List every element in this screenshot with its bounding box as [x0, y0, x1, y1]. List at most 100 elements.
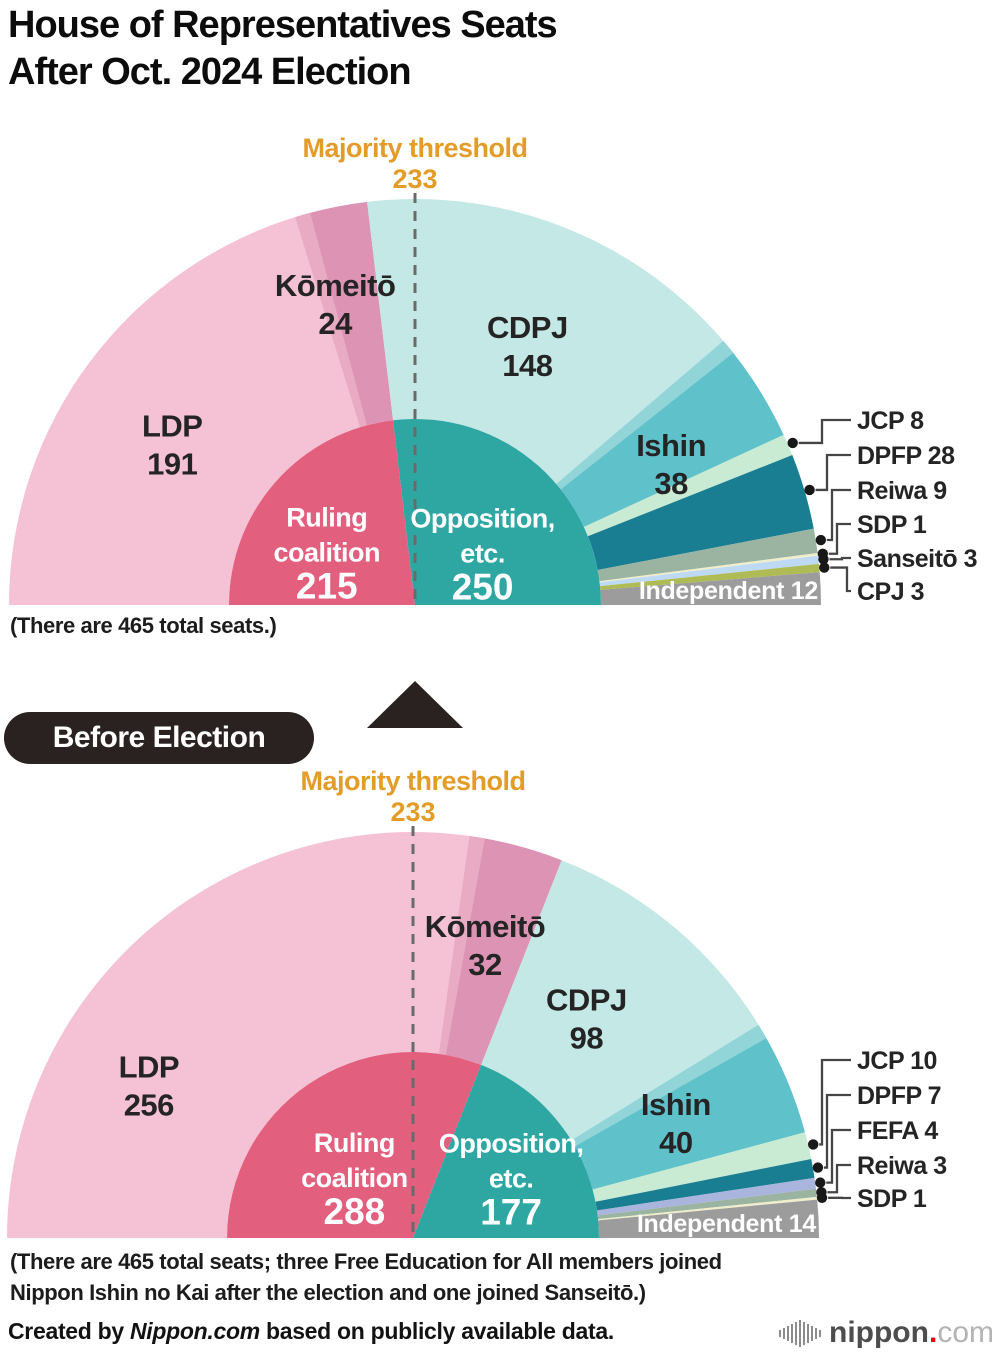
inner-value-before-election-ruling-coalition: 288	[324, 1191, 386, 1232]
inner-wedge-before-election-ruling-coalition	[227, 1051, 482, 1238]
leader-dot-after-election-reiwa	[815, 534, 827, 546]
label-before-election-dpfp: DPFP 7	[857, 1082, 941, 1110]
label-after-election-cdpj: CDPJ	[487, 310, 568, 345]
leader-dot-before-election-dpfp	[812, 1162, 824, 1173]
leader-dot-before-election-jcp	[808, 1139, 819, 1150]
leader-line-after-election-sanseit	[829, 556, 851, 561]
leader-line-after-election-cpj	[830, 566, 851, 593]
wedge-after-election-dpfp	[587, 455, 814, 571]
majority-threshold-label-before-election: Majority threshold	[300, 766, 525, 796]
label-before-election-sdp: SDP 1	[857, 1185, 927, 1213]
value-before-election-ishin: 40	[659, 1125, 692, 1160]
label-after-election-k-meit: Kōmeitō	[275, 268, 396, 303]
wedge-after-election-sanseit	[599, 555, 819, 587]
leader-dot-after-election-dpfp	[804, 484, 815, 496]
label-before-election-cdpj: CDPJ	[546, 982, 627, 1017]
title-line-1: House of Representatives Seats	[8, 4, 558, 46]
leader-dot-before-election-fefa	[815, 1177, 826, 1188]
majority-threshold-value-before-election: 233	[390, 797, 435, 827]
wedge-blend-after-election-cdpj-ishin	[556, 340, 734, 490]
inner-wedge-after-election-ruling-coalition	[229, 420, 415, 605]
value-before-election-k-meit: 32	[468, 947, 501, 982]
majority-threshold-value-after-election: 233	[392, 164, 437, 194]
label-before-election-ldp: LDP	[119, 1049, 180, 1084]
page-title: House of Representatives Seats After Oct…	[8, 2, 558, 96]
value-before-election-ldp: 256	[124, 1087, 174, 1122]
inner-label-after-election-opposition-etc: Opposition,	[410, 503, 554, 533]
wedge-before-election-dpfp	[595, 1158, 815, 1211]
wedge-after-election-cpj	[600, 563, 820, 590]
leader-line-before-election-jcp	[819, 1058, 851, 1146]
before-election-pill: Before Election	[4, 712, 314, 764]
label-before-election-jcp: JCP 10	[857, 1047, 937, 1075]
label-after-election-jcp: JCP 8	[857, 407, 924, 435]
wedge-after-election-k-meit	[302, 201, 394, 427]
leader-line-after-election-sdp	[828, 522, 851, 555]
wedge-after-election-sdp	[599, 553, 819, 583]
wedge-after-election-reiwa	[597, 528, 818, 582]
leader-line-before-election-fefa	[826, 1128, 851, 1184]
wedge-after-election-independent	[600, 572, 821, 605]
credit-line: Created by Nippon.com based on publicly …	[8, 1318, 614, 1344]
soundwave-bars-icon	[779, 1316, 821, 1350]
majority-threshold-label-after-election: Majority threshold	[302, 133, 527, 163]
label-after-election-sanseit: Sanseitō 3	[857, 545, 977, 573]
value-after-election-ldp: 191	[147, 446, 197, 481]
value-after-election-ishin: 38	[654, 466, 688, 501]
leader-line-after-election-dpfp	[815, 453, 851, 492]
label-before-election-independent: Independent 14	[637, 1210, 817, 1238]
inner-value-before-election-opposition-etc: 177	[480, 1192, 542, 1233]
wedge-after-election-jcp	[583, 434, 793, 537]
leader-dot-after-election-cpj	[819, 562, 830, 573]
wedge-before-election-sdp	[598, 1196, 818, 1221]
wedge-blend-after-election-ldp-k-meit	[295, 212, 367, 428]
label-after-election-reiwa: Reiwa 9	[857, 477, 947, 505]
wedge-before-election-reiwa	[597, 1188, 817, 1220]
label-before-election-ishin: Ishin	[641, 1087, 711, 1122]
wedge-before-election-independent	[598, 1199, 819, 1238]
label-after-election-ishin: Ishin	[636, 428, 706, 463]
leader-line-after-election-reiwa	[826, 488, 851, 542]
leader-dot-before-election-sdp	[816, 1192, 828, 1204]
label-before-election-k-meit: Kōmeitō	[425, 909, 546, 944]
wedge-before-election-ishin	[573, 1031, 805, 1190]
wedge-blend-before-election-ldp-k-meit	[438, 835, 485, 1055]
value-after-election-cdpj: 148	[502, 348, 552, 383]
nippon-logo: nippon.com	[779, 1316, 994, 1350]
credit-brand: Nippon.com	[129, 1318, 260, 1344]
inner-label-after-election-ruling-coalition: Ruling	[286, 503, 367, 533]
inner-label-before-election-opposition-etc: etc.	[489, 1164, 534, 1194]
inner-value-after-election-opposition-etc: 250	[452, 566, 514, 607]
value-before-election-cdpj: 98	[570, 1020, 604, 1055]
label-after-election-independent: Independent 12	[639, 577, 818, 605]
wedge-after-election-ldp	[9, 214, 364, 605]
label-before-election-fefa: FEFA 4	[857, 1117, 938, 1145]
label-before-election-reiwa: Reiwa 3	[857, 1152, 947, 1180]
inner-label-after-election-opposition-etc: etc.	[460, 538, 505, 568]
leader-line-before-election-dpfp	[823, 1093, 851, 1169]
wedge-before-election-ldp	[7, 832, 478, 1238]
leader-line-after-election-jcp	[798, 418, 851, 445]
up-triangle-icon	[367, 681, 463, 728]
label-after-election-dpfp: DPFP 28	[857, 442, 955, 470]
wedge-before-election-jcp	[592, 1132, 812, 1202]
wedge-blend-before-election-cdpj-ishin	[571, 1024, 767, 1147]
nippon-logo-text: nippon.com	[829, 1316, 994, 1349]
label-after-election-ldp: LDP	[142, 408, 203, 443]
footnote-before-election: (There are 465 total seats; three Free E…	[10, 1249, 722, 1305]
inner-label-before-election-opposition-etc: Opposition,	[439, 1129, 583, 1159]
leader-dot-after-election-jcp	[787, 437, 798, 449]
label-after-election-sdp: SDP 1	[857, 511, 927, 539]
inner-label-before-election-ruling-coalition: Ruling	[314, 1128, 395, 1158]
value-after-election-k-meit: 24	[318, 306, 353, 341]
inner-wedge-after-election-opposition-etc	[393, 419, 601, 605]
inner-label-before-election-ruling-coalition: coalition	[301, 1163, 408, 1193]
inner-label-after-election-ruling-coalition: coalition	[274, 538, 381, 568]
leader-dot-after-election-sanseit	[818, 554, 829, 565]
before-election-label: Before Election	[52, 721, 266, 754]
inner-wedge-before-election-opposition-etc	[413, 1064, 599, 1238]
wedge-before-election-fefa	[596, 1177, 817, 1216]
inner-value-after-election-ruling-coalition: 215	[296, 566, 358, 607]
footnote-after-election: (There are 465 total seats.)	[10, 613, 277, 638]
